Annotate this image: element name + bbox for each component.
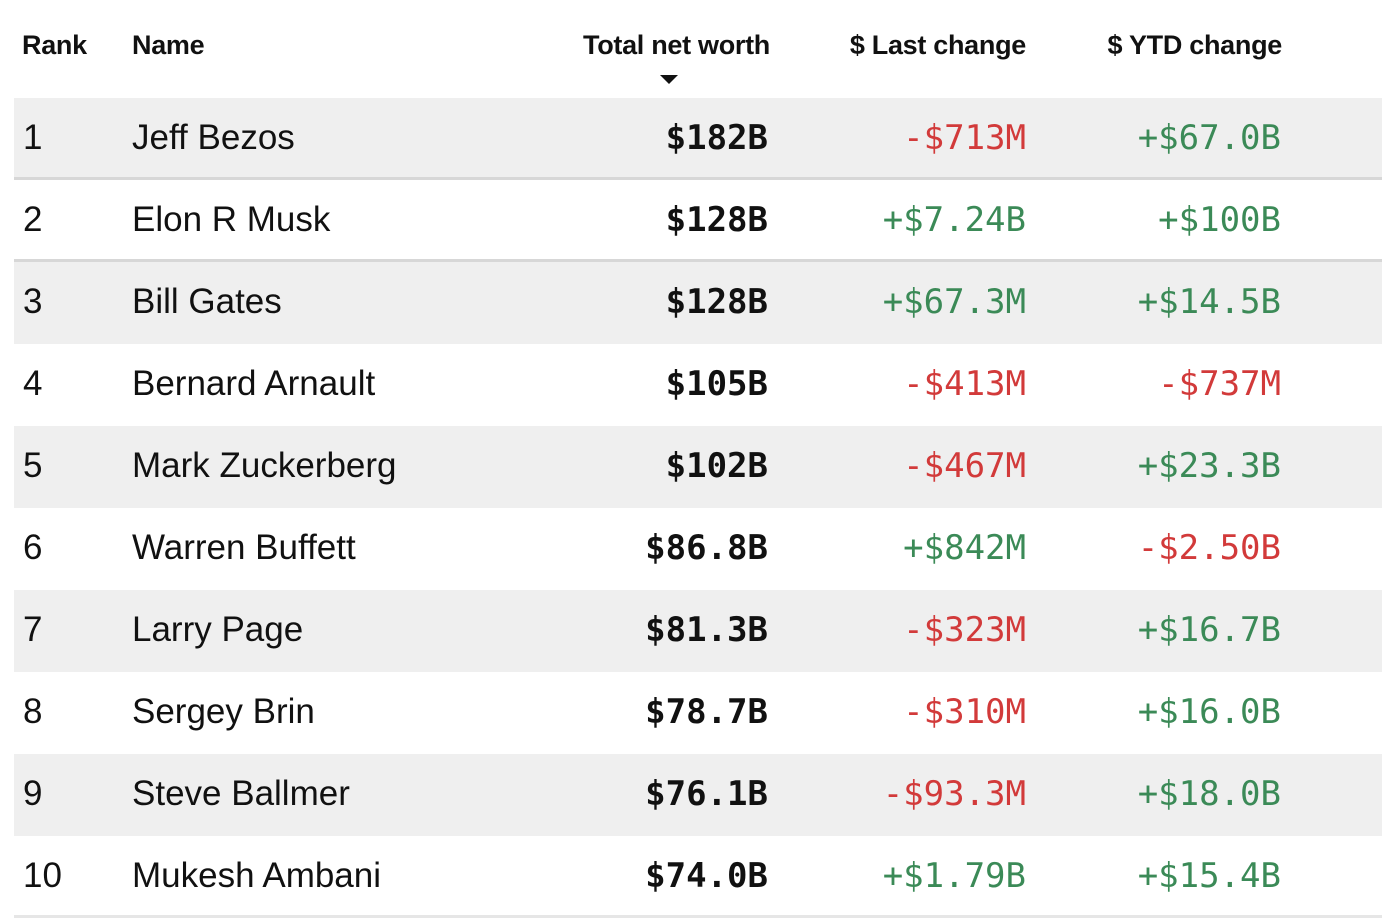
name-cell[interactable]: Bernard Arnault [132, 364, 376, 403]
ytd-change-cell: +$18.0B [1137, 774, 1281, 814]
name-cell[interactable]: Larry Page [132, 610, 304, 649]
table-row[interactable]: 1 Jeff Bezos $182B -$713M +$67.0B [14, 98, 1382, 180]
last-change-cell: -$413M [903, 364, 1026, 404]
total-net-worth-cell: $74.0B [645, 856, 768, 896]
total-net-worth-cell: $81.3B [645, 610, 768, 650]
table-header: Rank Name Total net worth $ Last change … [0, 0, 1396, 98]
last-change-cell: +$67.3M [882, 282, 1026, 322]
total-net-worth-cell: $128B [665, 200, 768, 240]
table-row[interactable]: 9 Steve Ballmer $76.1B -$93.3M +$18.0B [14, 754, 1382, 836]
last-change-cell: +$842M [903, 528, 1026, 568]
name-cell[interactable]: Sergey Brin [132, 692, 315, 731]
total-net-worth-cell: $105B [665, 364, 768, 404]
total-net-worth-cell: $128B [665, 282, 768, 322]
table-row[interactable]: 4 Bernard Arnault $105B -$413M -$737M [14, 344, 1382, 426]
last-change-cell: -$323M [903, 610, 1026, 650]
rank-cell: 1 [23, 118, 43, 157]
last-change-cell: -$713M [903, 118, 1026, 158]
ytd-change-cell: -$737M [1158, 364, 1281, 404]
total-net-worth-cell: $76.1B [645, 774, 768, 814]
ytd-change-cell: +$16.7B [1137, 610, 1281, 650]
ytd-change-cell: +$67.0B [1137, 118, 1281, 158]
column-header-name[interactable]: Name [132, 30, 205, 60]
ytd-change-cell: +$14.5B [1137, 282, 1281, 322]
table-row[interactable]: 7 Larry Page $81.3B -$323M +$16.7B [14, 590, 1382, 672]
table-row[interactable]: 3 Bill Gates $128B +$67.3M +$14.5B [14, 262, 1382, 344]
name-cell[interactable]: Elon R Musk [132, 200, 331, 239]
table-row[interactable]: 6 Warren Buffett $86.8B +$842M -$2.50B [14, 508, 1382, 590]
last-change-cell: +$7.24B [882, 200, 1026, 240]
last-change-cell: -$310M [903, 692, 1026, 732]
name-cell[interactable]: Mukesh Ambani [132, 856, 382, 895]
table-row[interactable]: 2 Elon R Musk $128B +$7.24B +$100B [14, 180, 1382, 262]
last-change-cell: +$1.79B [882, 856, 1026, 896]
name-cell[interactable]: Warren Buffett [132, 528, 356, 567]
column-header-total-net-worth[interactable]: Total net worth [583, 30, 770, 60]
rank-cell: 8 [23, 692, 43, 731]
rank-cell: 3 [23, 282, 43, 321]
table-row[interactable]: 5 Mark Zuckerberg $102B -$467M +$23.3B [14, 426, 1382, 508]
ytd-change-cell: +$23.3B [1137, 446, 1281, 486]
column-header-last-change[interactable]: $ Last change [849, 30, 1026, 60]
name-cell[interactable]: Mark Zuckerberg [132, 446, 397, 485]
last-change-cell: -$93.3M [882, 774, 1026, 814]
rank-cell: 6 [23, 528, 43, 567]
last-change-cell: -$467M [903, 446, 1026, 486]
column-header-ytd-change[interactable]: $ YTD change [1107, 30, 1283, 60]
table-body: 1 Jeff Bezos $182B -$713M +$67.0B 2 Elon R Mus… [14, 98, 1382, 918]
name-cell[interactable]: Jeff Bezos [132, 118, 295, 157]
table-row[interactable]: 10 Mukesh Ambani $74.0B +$1.79B +$15.4B [14, 836, 1382, 918]
total-net-worth-cell: $78.7B [645, 692, 768, 732]
table-row[interactable]: 8 Sergey Brin $78.7B -$310M +$16.0B [14, 672, 1382, 754]
total-net-worth-cell: $182B [665, 118, 768, 158]
ytd-change-cell: +$16.0B [1137, 692, 1281, 732]
column-header-rank[interactable]: Rank [22, 30, 87, 60]
rank-cell: 2 [23, 200, 43, 239]
total-net-worth-cell: $102B [665, 446, 768, 486]
ytd-change-cell: -$2.50B [1137, 528, 1281, 568]
name-cell[interactable]: Bill Gates [132, 282, 282, 321]
ytd-change-cell: +$15.4B [1137, 856, 1281, 896]
total-net-worth-cell: $86.8B [645, 528, 768, 568]
ytd-change-cell: +$100B [1158, 200, 1281, 240]
rank-cell: 9 [23, 774, 43, 813]
rank-cell: 10 [23, 856, 62, 895]
rank-cell: 7 [23, 610, 43, 649]
rank-cell: 4 [23, 364, 43, 403]
rank-cell: 5 [23, 446, 43, 485]
sort-descending-icon[interactable] [660, 75, 678, 84]
name-cell[interactable]: Steve Ballmer [132, 774, 350, 813]
